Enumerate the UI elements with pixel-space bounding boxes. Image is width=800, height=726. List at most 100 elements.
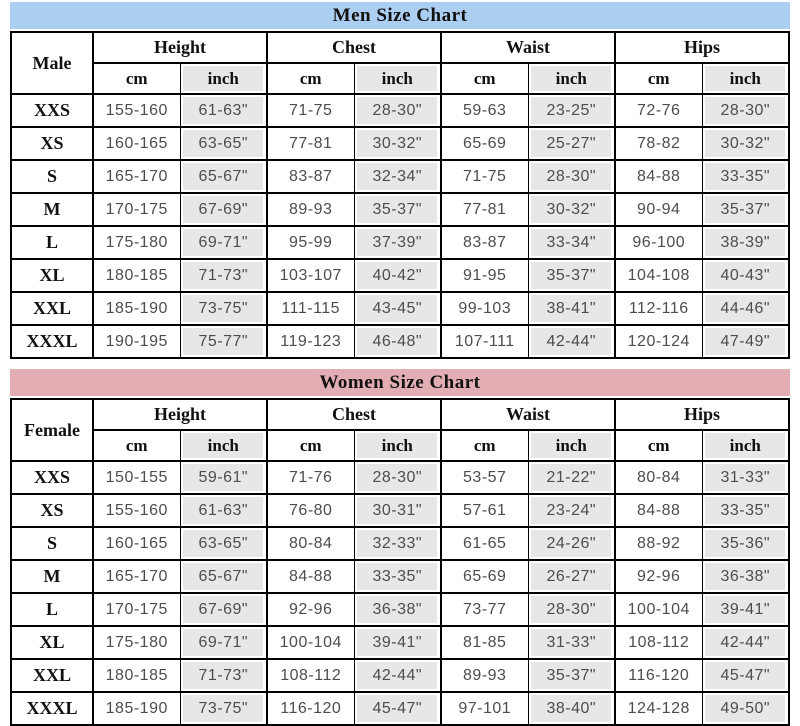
inch-value-cell: 35-36" bbox=[701, 526, 790, 561]
cm-value-cell: 77-81 bbox=[440, 192, 529, 227]
size-row-s: S 165-170 65-67" 83-87 32-34" 71-75 28-30" 84-8… bbox=[10, 159, 790, 194]
inch-value-cell: 42-44" bbox=[353, 658, 442, 693]
inch-value-cell: 38-41" bbox=[527, 291, 616, 326]
height-inch-header: inch bbox=[179, 62, 268, 95]
cm-value-cell: 91-95 bbox=[440, 258, 529, 293]
cm-value-cell: 71-75 bbox=[266, 93, 355, 128]
inch-value-cell: 32-33" bbox=[353, 526, 442, 561]
cm-value-cell: 65-69 bbox=[440, 559, 529, 594]
size-row-l: L 170-175 67-69" 92-96 36-38" 73-77 28-30" 100-… bbox=[10, 592, 790, 627]
inch-value-cell: 30-32" bbox=[353, 126, 442, 161]
size-row-xl: XL 175-180 69-71" 100-104 39-41" 81-85 31-33" 1… bbox=[10, 625, 790, 660]
cm-value-cell: 92-96 bbox=[266, 592, 355, 627]
inch-value-cell: 28-30" bbox=[527, 159, 616, 194]
size-row-xxs: XXS 155-160 61-63" 71-75 28-30" 59-63 23-25" 72… bbox=[10, 93, 790, 128]
cm-value-cell: 175-180 bbox=[92, 625, 181, 660]
women-size-table: Female Height Chest Waist Hips cm inch cm inch cm… bbox=[10, 398, 790, 726]
cm-value-cell: 150-155 bbox=[92, 460, 181, 495]
cm-value-cell: 185-190 bbox=[92, 291, 181, 326]
inch-value-cell: 69-71" bbox=[179, 625, 268, 660]
inch-value-cell: 73-75" bbox=[179, 291, 268, 326]
cm-value-cell: 89-93 bbox=[440, 658, 529, 693]
size-row-l: L 175-180 69-71" 95-99 37-39" 83-87 33-34" 96-1… bbox=[10, 225, 790, 260]
cm-value-cell: 53-57 bbox=[440, 460, 529, 495]
cm-value-cell: 119-123 bbox=[266, 324, 355, 359]
inch-value-cell: 71-73" bbox=[179, 658, 268, 693]
section-divider-gap bbox=[10, 359, 790, 369]
cm-value-cell: 96-100 bbox=[614, 225, 703, 260]
inch-value-cell: 28-30" bbox=[353, 93, 442, 128]
inch-value-cell: 25-27" bbox=[527, 126, 616, 161]
cm-value-cell: 76-80 bbox=[266, 493, 355, 528]
cm-value-cell: 107-111 bbox=[440, 324, 529, 359]
waist-cm-header: cm bbox=[440, 429, 529, 462]
inch-value-cell: 45-47" bbox=[353, 691, 442, 726]
height-cm-header: cm bbox=[92, 62, 181, 95]
inch-value-cell: 31-33" bbox=[527, 625, 616, 660]
inch-value-cell: 31-33" bbox=[701, 460, 790, 495]
size-label: S bbox=[10, 159, 94, 194]
size-row-xxl: XXL 185-190 73-75" 111-115 43-45" 99-103 38-41… bbox=[10, 291, 790, 326]
women-size-chart-section: Women Size Chart Female Height Chest Waist H… bbox=[10, 369, 790, 726]
chest-cm-header: cm bbox=[266, 62, 355, 95]
size-row-s: S 160-165 63-65" 80-84 32-33" 61-65 24-26" 88-9… bbox=[10, 526, 790, 561]
inch-value-cell: 45-47" bbox=[701, 658, 790, 693]
inch-value-cell: 35-37" bbox=[353, 192, 442, 227]
cm-value-cell: 77-81 bbox=[266, 126, 355, 161]
cm-value-cell: 71-75 bbox=[440, 159, 529, 194]
inch-value-cell: 39-41" bbox=[701, 592, 790, 627]
size-label: L bbox=[10, 592, 94, 627]
cm-value-cell: 83-87 bbox=[266, 159, 355, 194]
cm-value-cell: 71-76 bbox=[266, 460, 355, 495]
inch-value-cell: 24-26" bbox=[527, 526, 616, 561]
cm-value-cell: 108-112 bbox=[266, 658, 355, 693]
hips-cm-header: cm bbox=[614, 62, 703, 95]
cm-value-cell: 57-61 bbox=[440, 493, 529, 528]
inch-value-cell: 30-32" bbox=[701, 126, 790, 161]
inch-value-cell: 30-31" bbox=[353, 493, 442, 528]
hips-inch-header: inch bbox=[701, 429, 790, 462]
size-label: XL bbox=[10, 258, 94, 293]
inch-value-cell: 37-39" bbox=[353, 225, 442, 260]
inch-value-cell: 21-22" bbox=[527, 460, 616, 495]
men-size-chart-section: Men Size Chart Male Height Chest Waist Hips c… bbox=[10, 2, 790, 359]
inch-value-cell: 23-25" bbox=[527, 93, 616, 128]
group-header-waist: Waist bbox=[440, 398, 616, 431]
inch-value-cell: 63-65" bbox=[179, 126, 268, 161]
cm-value-cell: 112-116 bbox=[614, 291, 703, 326]
inch-value-cell: 67-69" bbox=[179, 192, 268, 227]
cm-value-cell: 80-84 bbox=[266, 526, 355, 561]
chest-inch-header: inch bbox=[353, 62, 442, 95]
cm-value-cell: 175-180 bbox=[92, 225, 181, 260]
inch-value-cell: 40-43" bbox=[701, 258, 790, 293]
size-row-m: M 165-170 65-67" 84-88 33-35" 65-69 26-27" 92-9… bbox=[10, 559, 790, 594]
cm-value-cell: 103-107 bbox=[266, 258, 355, 293]
cm-value-cell: 165-170 bbox=[92, 159, 181, 194]
cm-value-cell: 89-93 bbox=[266, 192, 355, 227]
cm-value-cell: 92-96 bbox=[614, 559, 703, 594]
inch-value-cell: 28-30" bbox=[527, 592, 616, 627]
inch-value-cell: 63-65" bbox=[179, 526, 268, 561]
chest-cm-header: cm bbox=[266, 429, 355, 462]
inch-value-cell: 42-44" bbox=[701, 625, 790, 660]
cm-value-cell: 61-65 bbox=[440, 526, 529, 561]
cm-value-cell: 120-124 bbox=[614, 324, 703, 359]
inch-value-cell: 38-40" bbox=[527, 691, 616, 726]
inch-value-cell: 73-75" bbox=[179, 691, 268, 726]
size-label: S bbox=[10, 526, 94, 561]
cm-value-cell: 160-165 bbox=[92, 126, 181, 161]
cm-value-cell: 84-88 bbox=[614, 159, 703, 194]
men-size-table: Male Height Chest Waist Hips cm inch cm inch cm in… bbox=[10, 31, 790, 359]
women-size-chart-title: Women Size Chart bbox=[10, 369, 790, 396]
group-header-chest: Chest bbox=[266, 398, 442, 431]
cm-value-cell: 180-185 bbox=[92, 658, 181, 693]
cm-value-cell: 100-104 bbox=[266, 625, 355, 660]
size-row-xl: XL 180-185 71-73" 103-107 40-42" 91-95 35-37" 1… bbox=[10, 258, 790, 293]
cm-value-cell: 95-99 bbox=[266, 225, 355, 260]
inch-value-cell: 67-69" bbox=[179, 592, 268, 627]
size-label: XXL bbox=[10, 658, 94, 693]
cm-value-cell: 84-88 bbox=[266, 559, 355, 594]
cm-value-cell: 170-175 bbox=[92, 192, 181, 227]
inch-value-cell: 46-48" bbox=[353, 324, 442, 359]
cm-value-cell: 104-108 bbox=[614, 258, 703, 293]
